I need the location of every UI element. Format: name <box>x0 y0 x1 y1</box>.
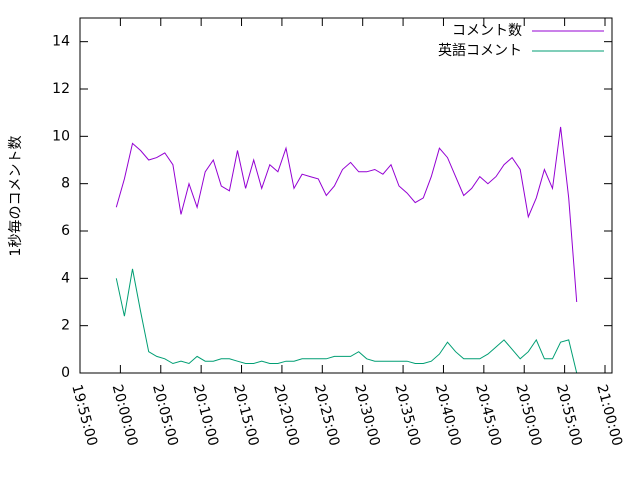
y-tick-label: 8 <box>61 176 70 192</box>
series-line <box>115 268 578 374</box>
y-tick-label: 12 <box>52 81 70 97</box>
y-tick-label: 2 <box>61 318 70 334</box>
y-tick-label: 4 <box>61 270 70 286</box>
legend-label: 英語コメント <box>438 42 522 59</box>
y-tick-label: 10 <box>52 128 70 144</box>
y-tick-label: 0 <box>61 365 70 381</box>
y-tick-label: 6 <box>61 223 70 239</box>
legend-label: コメント数 <box>452 23 522 39</box>
plot-border <box>79 17 613 374</box>
series-line <box>115 126 578 303</box>
y-axis-label: 1秒毎のコメント数 <box>8 136 24 257</box>
y-tick-label: 14 <box>52 34 70 50</box>
